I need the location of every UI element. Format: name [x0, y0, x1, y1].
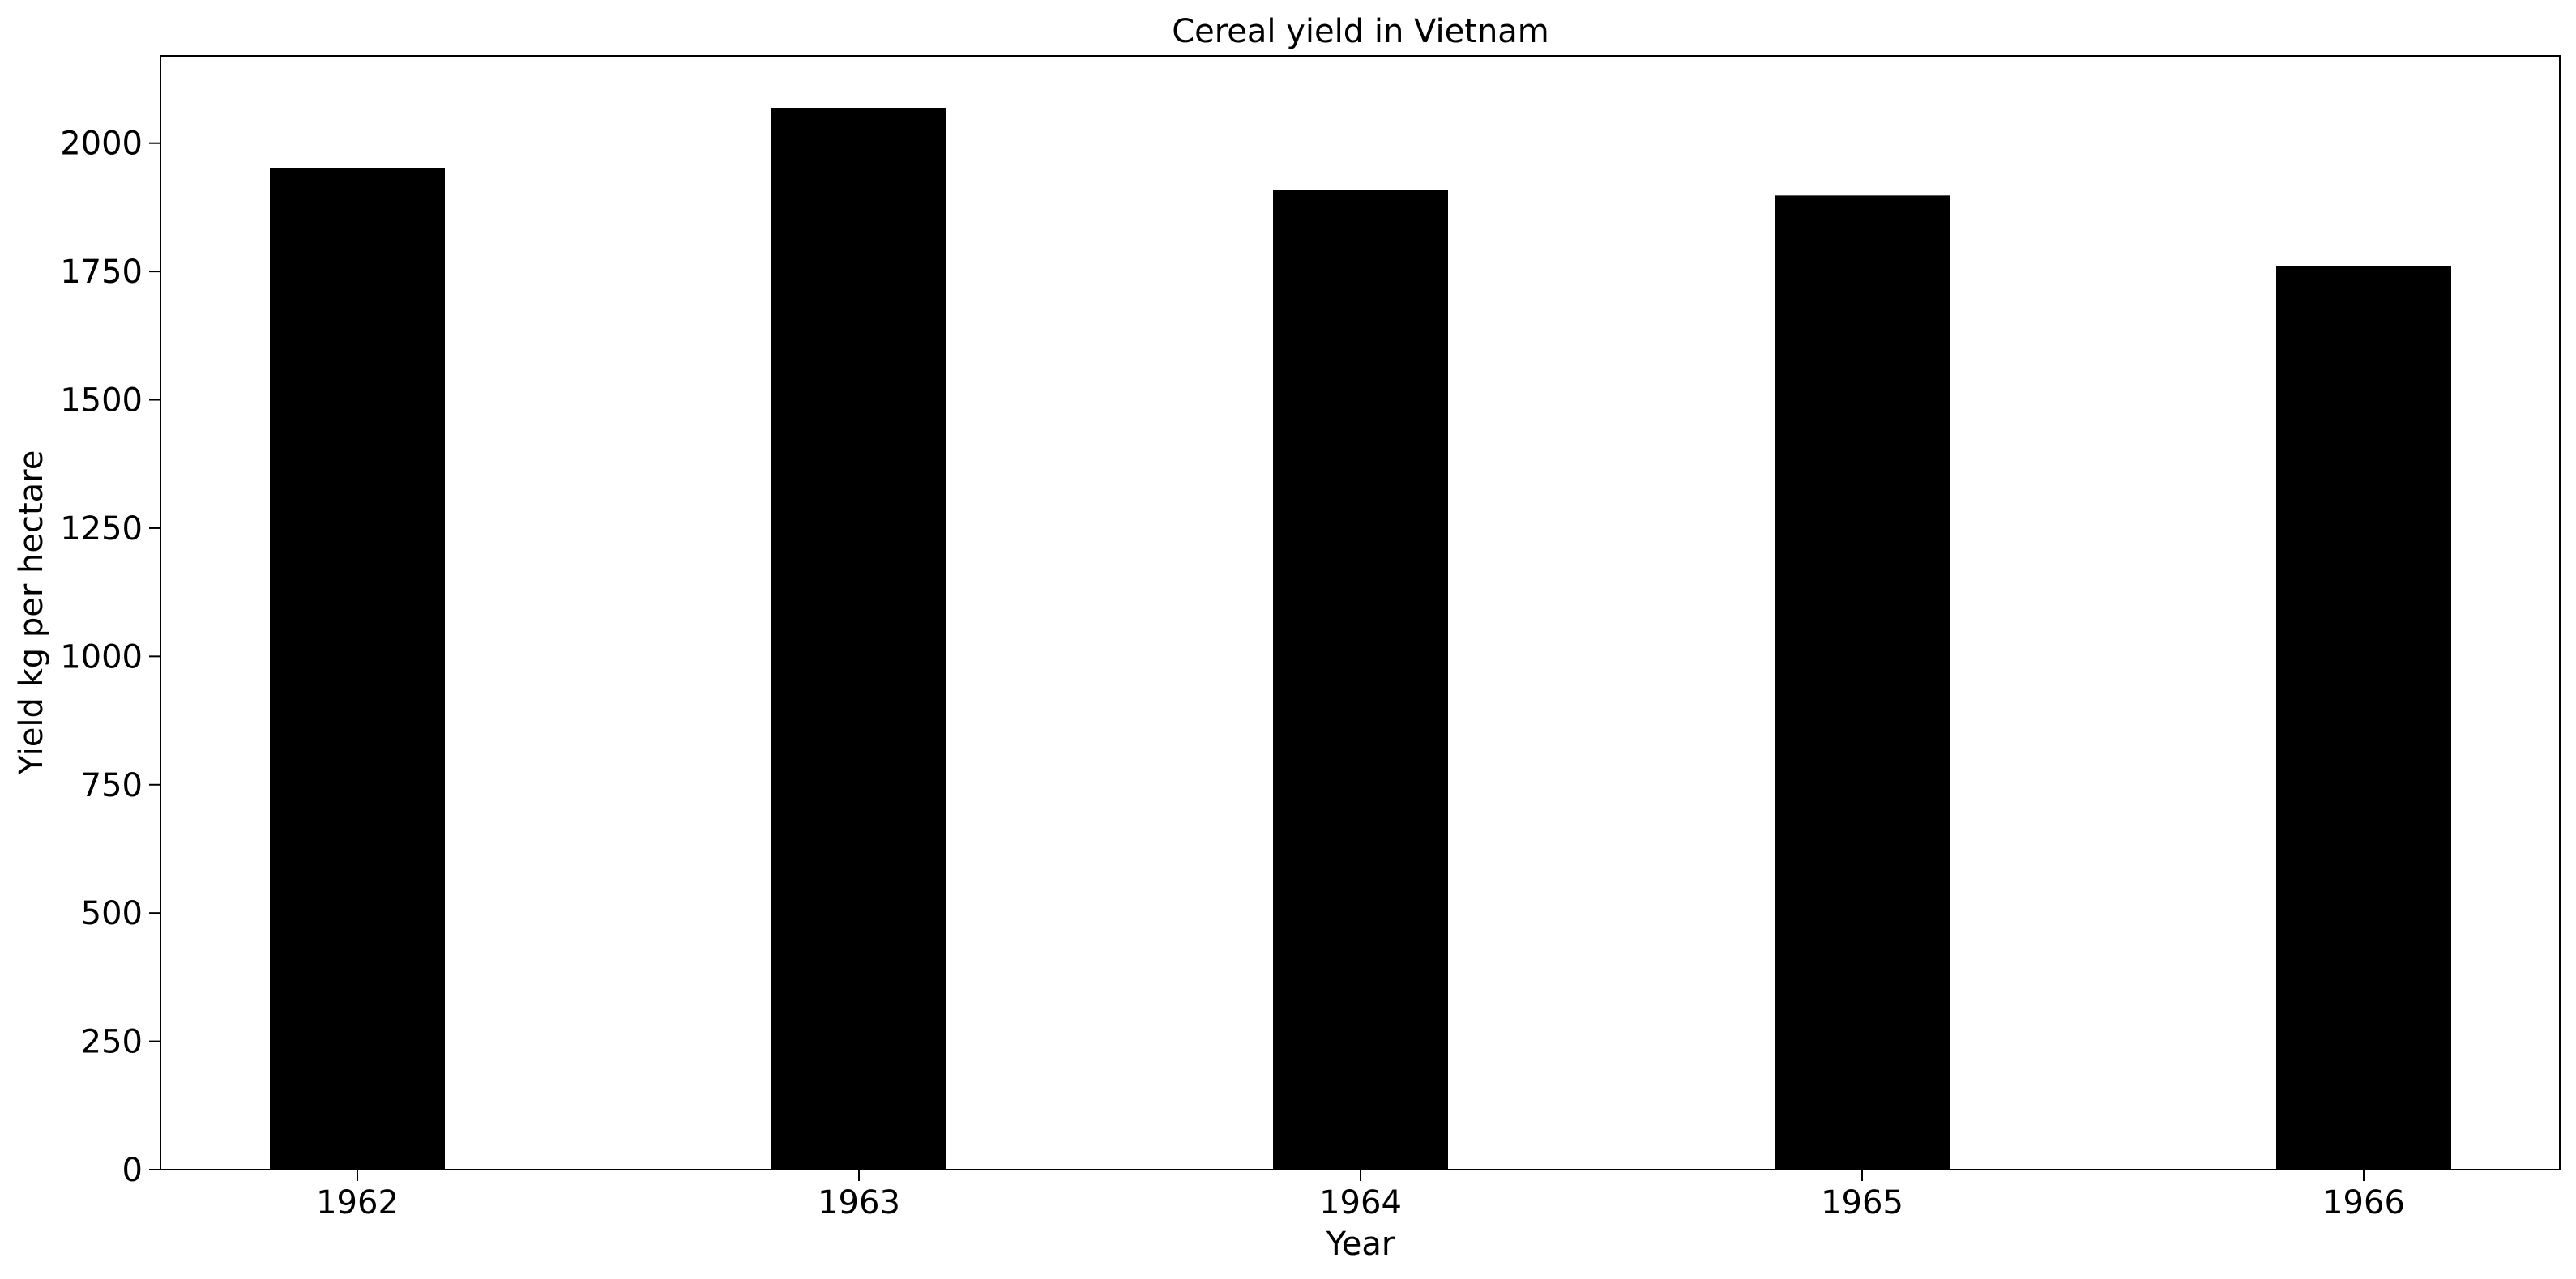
y-tick-label: 0 — [122, 1152, 143, 1189]
y-tick-label: 1750 — [60, 254, 143, 291]
bar-1964 — [1273, 190, 1448, 1170]
y-tick-label: 2000 — [60, 126, 143, 163]
x-tick-label: 1964 — [1319, 1184, 1402, 1221]
x-axis-ticks: 1962 1963 1964 1965 1966 — [316, 1170, 2405, 1221]
bar-1966 — [2276, 266, 2451, 1170]
y-axis-ticks: 0 250 500 750 1000 1250 1500 1750 2000 — [60, 126, 160, 1189]
x-axis-label: Year — [1326, 1226, 1395, 1263]
plot-area — [160, 55, 2561, 1170]
bars — [270, 107, 2451, 1170]
chart-title: Cereal yield in Vietnam — [1172, 13, 1549, 50]
bar-1962 — [270, 168, 445, 1170]
y-tick-label: 1250 — [60, 510, 143, 548]
y-tick-label: 750 — [81, 767, 143, 804]
y-tick-label: 500 — [81, 895, 143, 932]
x-tick-label: 1965 — [1821, 1184, 1903, 1221]
y-tick-label: 250 — [81, 1024, 143, 1061]
x-tick-label: 1963 — [818, 1184, 900, 1221]
x-tick-label: 1962 — [316, 1184, 399, 1221]
bar-1965 — [1775, 195, 1950, 1170]
bar-1963 — [771, 107, 946, 1170]
y-axis-label: Yield kg per hectare — [13, 450, 50, 776]
y-tick-label: 1500 — [60, 382, 143, 420]
x-tick-label: 1966 — [2322, 1184, 2405, 1221]
y-tick-label: 1000 — [60, 638, 143, 676]
